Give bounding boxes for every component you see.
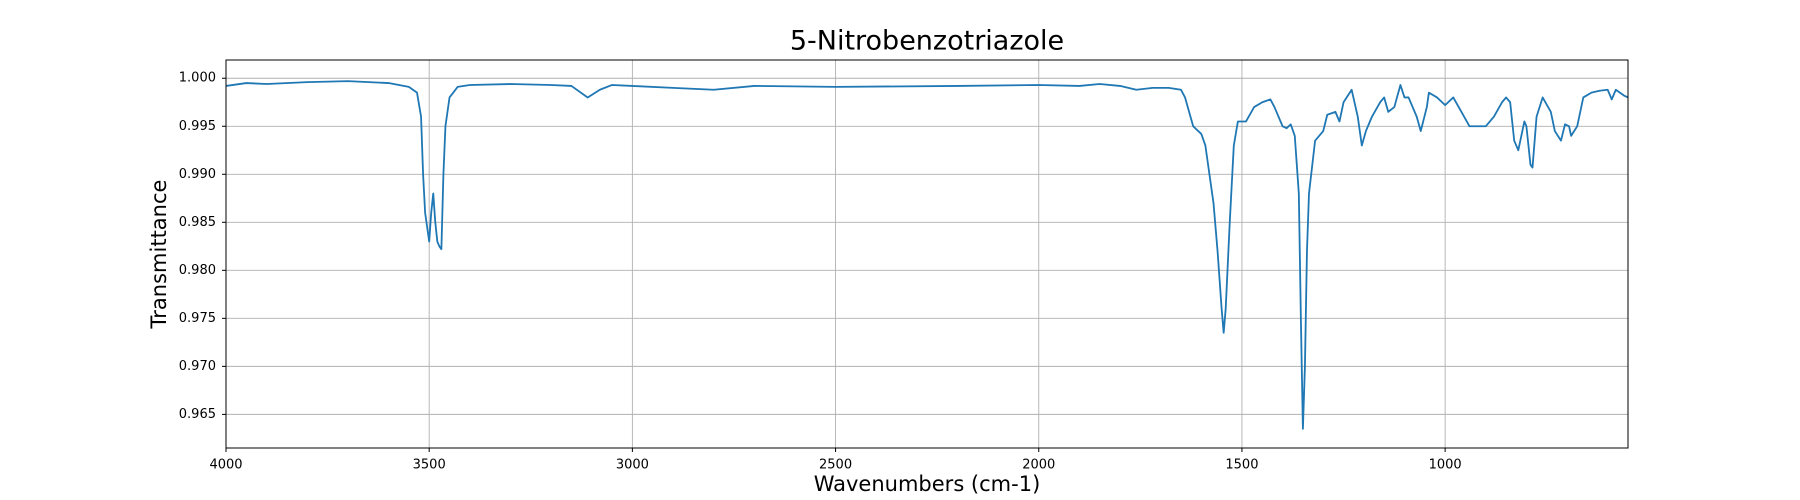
x-tick-label: 2500 (819, 458, 852, 473)
y-tick-label: 0.980 (179, 263, 216, 278)
x-tick-label: 1500 (1225, 458, 1258, 473)
plot-frame (225, 59, 1629, 449)
x-tick-label: 3500 (413, 458, 446, 473)
y-tick-label: 1.000 (179, 71, 216, 86)
y-tick-label: 0.990 (179, 167, 216, 182)
y-tick-label: 0.995 (179, 119, 216, 134)
y-tick-label: 0.965 (179, 407, 216, 422)
y-tick-label: 0.985 (179, 215, 216, 230)
x-axis-label: Wavenumbers (cm-1) (814, 472, 1041, 496)
x-tick-label: 2000 (1022, 458, 1055, 473)
x-tick-label: 4000 (209, 458, 242, 473)
x-tick-label: 1000 (1429, 458, 1462, 473)
y-tick-label: 0.970 (179, 359, 216, 374)
y-tick-label: 0.975 (179, 311, 216, 326)
spectrum-line (225, 80, 1629, 430)
x-tick-label: 3000 (616, 458, 649, 473)
chart-title: 5-Nitrobenzotriazole (790, 26, 1064, 57)
y-axis-label: Transmittance (147, 180, 171, 330)
